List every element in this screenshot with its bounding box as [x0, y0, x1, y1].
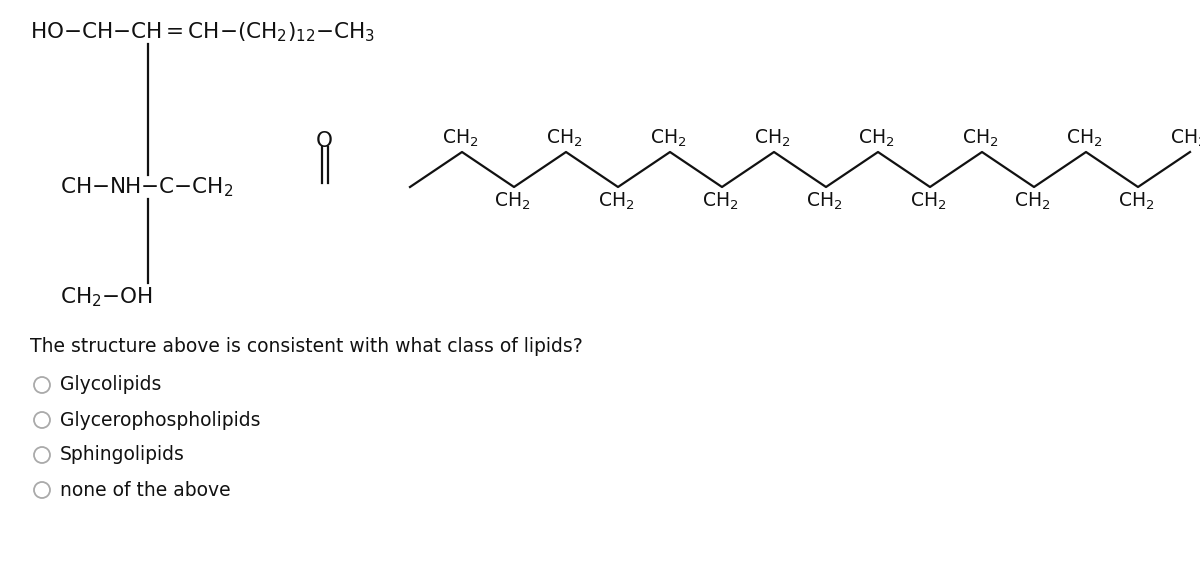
- Text: The structure above is consistent with what class of lipids?: The structure above is consistent with w…: [30, 338, 583, 357]
- Text: CH$_2$: CH$_2$: [598, 190, 635, 212]
- Text: CH$_2$: CH$_2$: [910, 190, 947, 212]
- Text: CH$_2$$-$OH: CH$_2$$-$OH: [60, 285, 152, 309]
- Text: none of the above: none of the above: [60, 481, 230, 500]
- Text: CH$_2$: CH$_2$: [754, 128, 791, 149]
- Text: CH$-$NH$-$C$-$CH$_2$: CH$-$NH$-$C$-$CH$_2$: [60, 175, 233, 199]
- Text: HO$-$CH$-$CH$=$CH$-$(CH$_2$)$_{12}$$-$CH$_3$: HO$-$CH$-$CH$=$CH$-$(CH$_2$)$_{12}$$-$CH…: [30, 20, 376, 44]
- Text: CH$_2$: CH$_2$: [650, 128, 686, 149]
- Text: Glycolipids: Glycolipids: [60, 376, 161, 395]
- Text: CH$_2$: CH$_2$: [546, 128, 582, 149]
- Text: CH$_2$: CH$_2$: [702, 190, 738, 212]
- Text: Glycerophospholipids: Glycerophospholipids: [60, 410, 260, 429]
- Text: CH$_2$: CH$_2$: [806, 190, 842, 212]
- Text: CH$_2$: CH$_2$: [1170, 128, 1200, 149]
- Text: Sphingolipids: Sphingolipids: [60, 445, 185, 464]
- Text: CH$_2$: CH$_2$: [1014, 190, 1050, 212]
- Text: CH$_2$: CH$_2$: [1066, 128, 1103, 149]
- Text: CH$_2$: CH$_2$: [442, 128, 479, 149]
- Text: CH$_2$: CH$_2$: [1118, 190, 1154, 212]
- Text: CH$_2$: CH$_2$: [494, 190, 530, 212]
- Text: O: O: [316, 131, 334, 151]
- Text: CH$_2$: CH$_2$: [858, 128, 894, 149]
- Text: CH$_2$: CH$_2$: [962, 128, 998, 149]
